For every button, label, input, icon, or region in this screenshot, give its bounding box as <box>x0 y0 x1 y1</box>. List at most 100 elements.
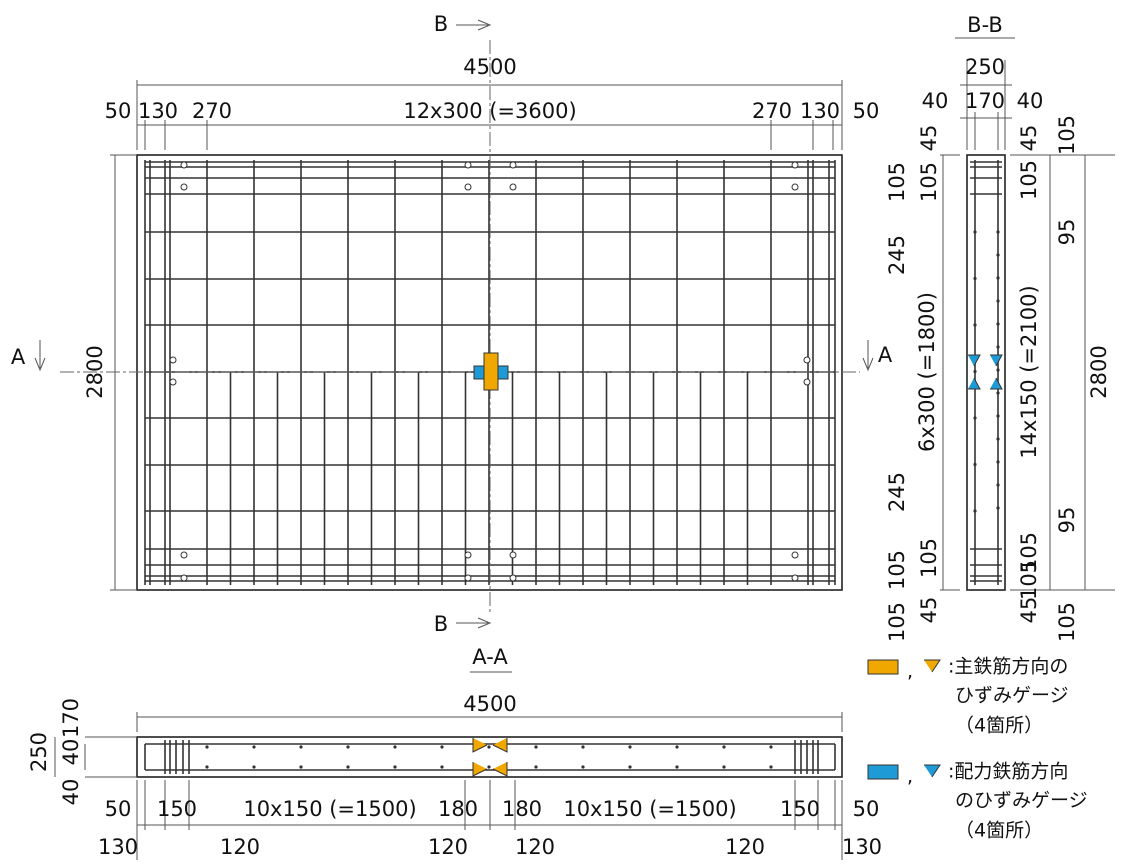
label: 105 <box>1017 160 1041 200</box>
arrow <box>477 19 492 31</box>
label: （4箇所） <box>955 820 1043 842</box>
bar-dot <box>346 745 350 749</box>
bar-dot <box>628 745 632 749</box>
label: 10x150 (=1500) <box>563 797 736 821</box>
label: 130 <box>98 835 138 859</box>
label: 50 <box>105 99 132 123</box>
label: 105 <box>917 162 941 202</box>
arrow <box>34 357 46 372</box>
label: , <box>907 766 913 788</box>
hole <box>509 574 517 582</box>
bar-dot <box>722 745 726 749</box>
label: A <box>878 343 893 367</box>
label: 4500 <box>463 692 516 716</box>
label: 270 <box>192 99 232 123</box>
bar-dot <box>581 765 585 769</box>
linework <box>34 19 1115 860</box>
label: 40 <box>59 739 83 766</box>
gauge-main <box>472 738 488 753</box>
label: 120 <box>220 835 260 859</box>
label: 105 <box>917 538 941 578</box>
section-bb <box>966 154 1006 591</box>
label: 2800 <box>1087 345 1111 398</box>
bar-dot <box>393 745 397 749</box>
label: 12x300 (=3600) <box>403 99 576 123</box>
bar-dot <box>487 765 491 769</box>
hole <box>169 378 177 386</box>
legend-swatch <box>867 764 899 780</box>
bar-dot <box>346 765 350 769</box>
label: 105 <box>1017 532 1041 572</box>
hole <box>464 551 472 559</box>
label: , <box>907 661 913 683</box>
label: 105 <box>1017 560 1041 600</box>
label: 120 <box>428 835 468 859</box>
label: 95 <box>1055 507 1079 534</box>
hole <box>464 574 472 582</box>
label: :配力鉄筋方向 <box>948 761 1068 783</box>
label: 95 <box>1055 219 1079 246</box>
gauge-main <box>492 762 508 777</box>
hole <box>509 551 517 559</box>
label: 105 <box>885 602 909 642</box>
bar-dot <box>581 745 585 749</box>
gauge-main <box>483 352 499 391</box>
bar-dot <box>628 765 632 769</box>
bar-dot <box>440 765 444 769</box>
label: 270 <box>752 99 792 123</box>
label: A <box>11 345 26 369</box>
hole <box>791 574 799 582</box>
arrow <box>862 357 874 372</box>
bar-dot <box>769 745 773 749</box>
bar-dot <box>205 765 209 769</box>
bar-dot <box>996 230 1000 234</box>
label: 45 <box>917 597 941 624</box>
bar-dot <box>996 322 1000 326</box>
label: 105 <box>885 550 909 590</box>
bar-dot <box>996 460 1000 464</box>
gauge-main <box>472 762 488 777</box>
arrow <box>477 617 492 629</box>
label: 45 <box>1017 125 1041 152</box>
label: 170 <box>965 89 1005 113</box>
section-aa <box>136 736 843 778</box>
bar-dot <box>973 276 977 281</box>
hole <box>180 183 188 191</box>
label: 130 <box>800 99 840 123</box>
hole <box>509 183 517 191</box>
label: 45 <box>917 125 941 152</box>
bar-dot <box>996 483 1000 487</box>
label: （4箇所） <box>955 715 1043 737</box>
label: 150 <box>780 797 820 821</box>
label: 50 <box>105 797 132 821</box>
bar-dot <box>675 745 679 749</box>
bar-dot <box>973 323 977 327</box>
bar-dot <box>205 745 209 749</box>
label: 120 <box>515 835 555 859</box>
bar-dot <box>996 299 1000 303</box>
hole <box>180 161 188 169</box>
label: :主鉄筋方向の <box>948 656 1068 678</box>
label: 14x150 (=2100) <box>1017 285 1041 458</box>
label: 105 <box>1055 602 1079 642</box>
label: B-B <box>967 13 1003 37</box>
label: 105 <box>885 162 909 202</box>
label: 40 <box>1017 89 1044 113</box>
hole <box>180 551 188 559</box>
label: A-A <box>472 645 508 669</box>
label: 50 <box>853 99 880 123</box>
bar-dot <box>252 745 256 749</box>
label: 245 <box>885 235 909 275</box>
label: 105 <box>1055 115 1079 155</box>
label: 130 <box>138 99 178 123</box>
hole <box>464 161 472 169</box>
gauge-dist <box>990 354 1003 367</box>
bar-dot <box>996 414 1000 418</box>
bar-dot <box>973 230 977 234</box>
label: 40 <box>922 89 949 113</box>
label: 50 <box>853 797 880 821</box>
label: 45 <box>1017 597 1041 624</box>
label: B <box>434 612 448 636</box>
